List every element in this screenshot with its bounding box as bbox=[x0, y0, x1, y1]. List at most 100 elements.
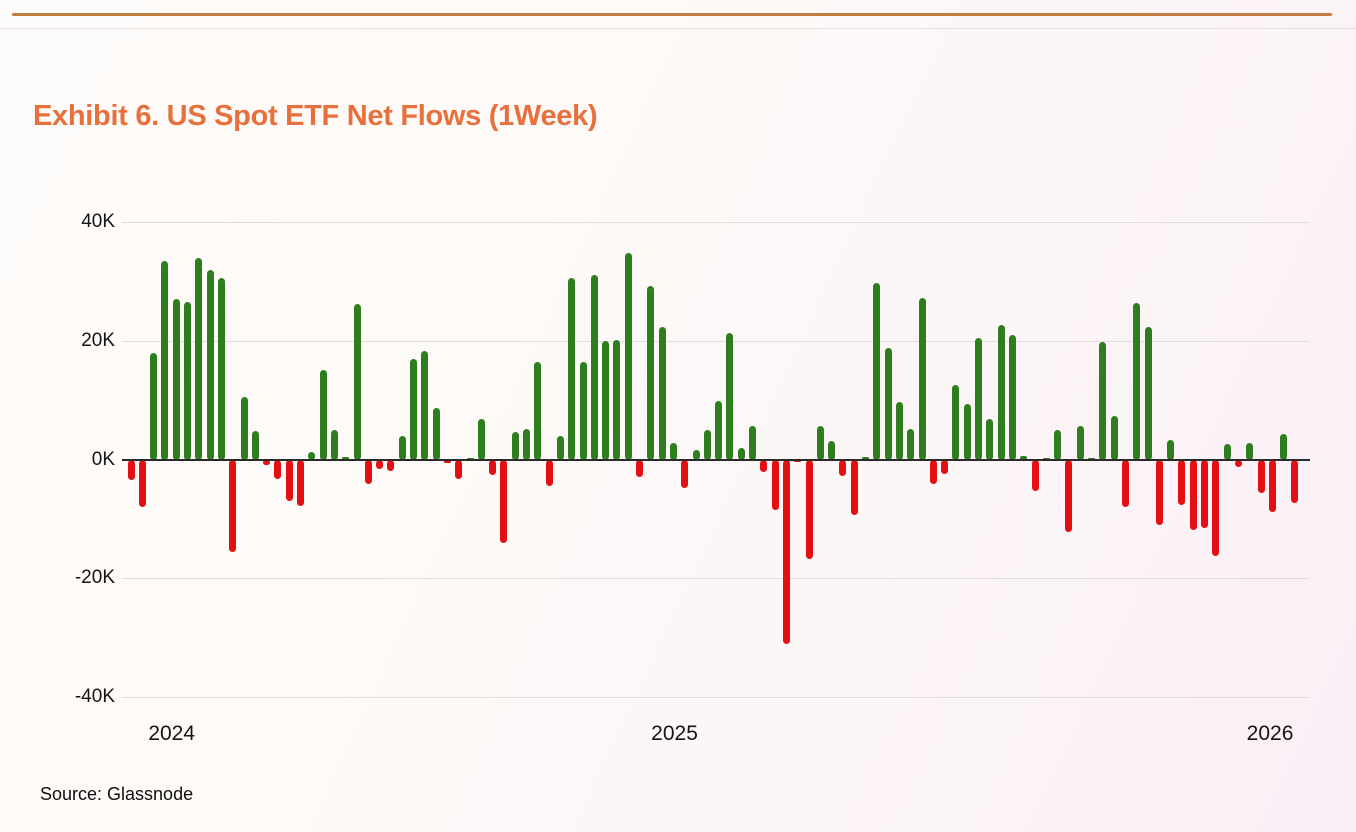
bar-negative bbox=[1268, 459, 1276, 512]
bar-positive bbox=[726, 333, 734, 460]
bar-positive bbox=[975, 337, 982, 460]
x-axis-year-label: 2025 bbox=[651, 722, 698, 745]
bar-positive bbox=[184, 302, 191, 460]
bar-negative bbox=[941, 459, 949, 474]
bar-positive bbox=[568, 278, 576, 460]
top-accent-rule bbox=[12, 13, 1332, 16]
bar-negative bbox=[387, 459, 395, 471]
bar-positive bbox=[873, 282, 881, 460]
bar-positive bbox=[963, 403, 971, 460]
bar-negative bbox=[376, 459, 384, 469]
bar-negative bbox=[1234, 459, 1242, 468]
bar-positive bbox=[862, 457, 869, 460]
bar-positive bbox=[579, 361, 587, 460]
source-note: Source: Glassnode bbox=[40, 784, 194, 804]
bar-positive bbox=[918, 298, 926, 460]
bar-positive bbox=[319, 370, 327, 460]
bar-negative bbox=[500, 459, 508, 543]
bar-positive bbox=[692, 450, 700, 460]
bar-positive bbox=[161, 260, 169, 460]
bar-positive bbox=[602, 340, 610, 460]
bar-negative bbox=[297, 459, 304, 506]
bar-negative bbox=[839, 459, 847, 477]
gridline bbox=[122, 340, 1310, 342]
bar-negative bbox=[138, 459, 146, 507]
bar-positive bbox=[749, 426, 756, 460]
bar-negative bbox=[760, 459, 768, 472]
bar-positive bbox=[907, 428, 915, 460]
gridline bbox=[122, 697, 1310, 698]
bar-negative bbox=[1121, 459, 1129, 507]
bar-negative bbox=[455, 459, 463, 479]
bar-positive bbox=[647, 285, 655, 460]
bar-positive bbox=[410, 358, 417, 460]
bar-negative bbox=[1065, 459, 1073, 532]
bar-negative bbox=[1031, 459, 1039, 491]
bar-positive bbox=[1280, 433, 1288, 460]
bar-positive bbox=[195, 257, 203, 460]
bar-negative bbox=[805, 459, 813, 560]
bar-positive bbox=[251, 431, 259, 460]
bar-positive bbox=[658, 327, 666, 460]
bar-negative bbox=[1178, 459, 1186, 506]
bar-positive bbox=[1246, 442, 1254, 460]
bar-positive bbox=[1054, 429, 1062, 460]
zero-axis-line bbox=[122, 458, 1310, 461]
bar-positive bbox=[206, 269, 214, 460]
bar-negative bbox=[263, 459, 271, 466]
bar-negative bbox=[929, 459, 937, 484]
bar-negative bbox=[850, 459, 858, 515]
gridline bbox=[122, 222, 1310, 223]
bar-positive bbox=[150, 352, 158, 460]
bar-positive bbox=[1133, 303, 1141, 460]
bar-negative bbox=[1155, 459, 1163, 525]
bar-positive bbox=[398, 435, 406, 460]
bar-positive bbox=[511, 431, 519, 460]
bar-positive bbox=[669, 443, 677, 460]
bar-positive bbox=[952, 385, 960, 460]
bar-positive bbox=[715, 400, 723, 460]
bar-positive bbox=[421, 351, 429, 460]
bar-positive bbox=[1099, 341, 1107, 460]
bar-negative bbox=[636, 459, 643, 478]
bar-negative bbox=[1212, 459, 1220, 556]
bar-positive bbox=[997, 325, 1005, 460]
bar-negative bbox=[443, 459, 451, 464]
bar-positive bbox=[895, 401, 903, 460]
bar-positive bbox=[703, 429, 711, 460]
y-axis-tick-label: -20K bbox=[74, 567, 115, 589]
bar-positive bbox=[986, 419, 994, 460]
plot-area bbox=[122, 222, 1310, 698]
x-axis-year-label: 2026 bbox=[1246, 722, 1294, 745]
bar-positive bbox=[828, 440, 836, 460]
bar-positive bbox=[590, 275, 598, 460]
bar-negative bbox=[771, 459, 779, 510]
gridline bbox=[122, 578, 1310, 580]
y-axis-tick-label: 20K bbox=[81, 329, 115, 351]
bar-negative bbox=[127, 459, 135, 481]
bar-positive bbox=[556, 435, 564, 460]
bar-positive bbox=[240, 397, 248, 460]
bar-positive bbox=[737, 447, 745, 460]
header-divider bbox=[0, 28, 1356, 29]
bar-positive bbox=[1110, 416, 1118, 460]
bar-positive bbox=[1223, 444, 1231, 460]
bar-negative bbox=[1257, 459, 1265, 493]
bar-positive bbox=[172, 299, 180, 460]
bar-negative bbox=[489, 459, 497, 475]
bar-positive bbox=[816, 426, 824, 460]
bar-positive bbox=[308, 451, 316, 460]
bar-negative bbox=[364, 459, 372, 485]
bar-positive bbox=[613, 340, 621, 460]
bar-negative bbox=[545, 459, 553, 486]
bar-negative bbox=[274, 459, 282, 480]
bar-negative bbox=[794, 459, 802, 463]
chart-title: Exhibit 6. US Spot ETF Net Flows (1Week) bbox=[33, 100, 598, 132]
bar-positive bbox=[534, 362, 542, 460]
x-axis-year-label: 2024 bbox=[148, 722, 196, 745]
bar-positive bbox=[1020, 455, 1028, 460]
y-axis-tick-label: 40K bbox=[81, 211, 115, 232]
y-axis-tick-label: 0K bbox=[91, 448, 115, 470]
bar-positive bbox=[1008, 335, 1016, 460]
bar-negative bbox=[782, 459, 790, 644]
